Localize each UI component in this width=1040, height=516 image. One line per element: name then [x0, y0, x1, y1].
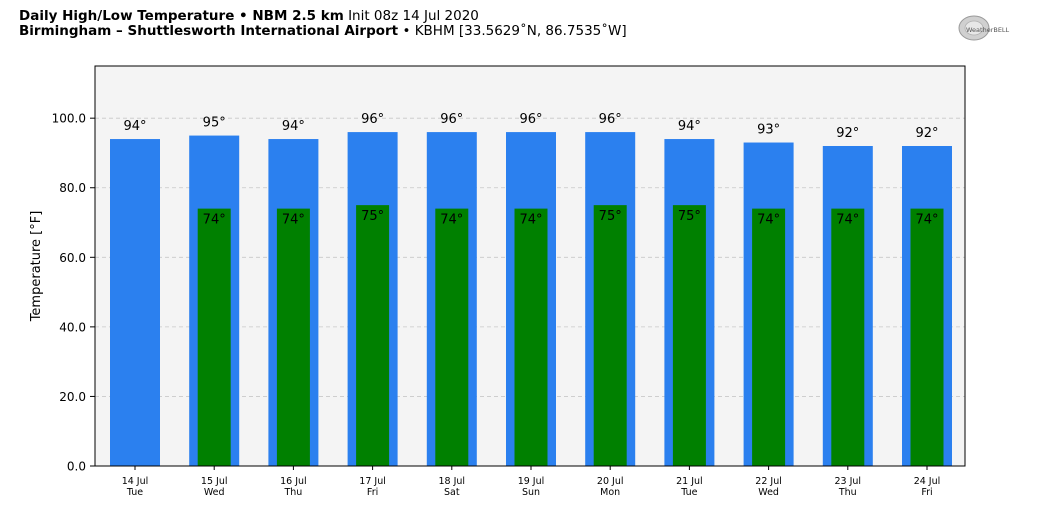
- low-label: 74°: [836, 213, 859, 228]
- x-tick-date: 17 Jul: [359, 476, 386, 487]
- high-label: 96°: [361, 112, 384, 127]
- high-label: 94°: [123, 119, 146, 134]
- low-bar: [752, 208, 786, 466]
- low-label: 75°: [599, 209, 622, 224]
- high-label: 92°: [915, 126, 938, 141]
- low-bar: [514, 208, 548, 466]
- weatherbell-logo-icon: WeatherBELL: [958, 15, 1010, 41]
- high-bar: [110, 139, 160, 467]
- low-labels: 74° 74° 75° 74° 74° 75° 75° 74° 74° 74°: [203, 209, 939, 227]
- chart-title-init: Init 08z 14 Jul 2020: [348, 8, 479, 24]
- chart-subtitle-bold: Birmingham – Shuttlesworth International…: [19, 23, 399, 39]
- y-tick-label: 100.0: [52, 112, 86, 126]
- low-bars: [197, 205, 944, 466]
- x-tick-day: Thu: [838, 487, 857, 498]
- y-axis-label: Temperature [°F]: [29, 211, 44, 323]
- y-tick-label: 20.0: [59, 390, 86, 404]
- x-tick-date: 14 Jul: [122, 476, 149, 487]
- low-label: 75°: [678, 209, 701, 224]
- chart-subtitle-location: • KBHM [33.5629˚N, 86.7535˚W]: [402, 23, 627, 39]
- high-label: 96°: [440, 112, 463, 127]
- y-tick-label: 0.0: [67, 460, 86, 474]
- y-tick-label: 80.0: [59, 181, 86, 195]
- low-label: 74°: [282, 213, 305, 228]
- x-tick-day: Thu: [283, 487, 302, 498]
- high-label: 96°: [599, 112, 622, 127]
- x-tick-date: 21 Jul: [676, 476, 703, 487]
- high-labels: 94° 95° 94° 96° 96° 96° 96° 94° 93° 92° 92°: [123, 112, 938, 141]
- logo-text: WeatherBELL: [966, 26, 1010, 34]
- low-bar: [593, 205, 627, 466]
- y-tick-label: 40.0: [59, 320, 86, 334]
- x-tick-day: Wed: [204, 487, 225, 498]
- low-bar: [435, 208, 469, 466]
- low-bar: [672, 205, 706, 466]
- x-tick-day: Tue: [126, 487, 143, 498]
- x-tick-day: Fri: [367, 487, 378, 498]
- high-label: 93°: [757, 123, 780, 138]
- chart-subtitle: Birmingham – Shuttlesworth International…: [19, 24, 627, 39]
- x-tick-day: Wed: [758, 487, 779, 498]
- low-bar: [831, 208, 865, 466]
- x-tick-date: 16 Jul: [280, 476, 307, 487]
- high-label: 96°: [519, 112, 542, 127]
- low-bar: [197, 208, 231, 466]
- high-label: 94°: [678, 119, 701, 134]
- low-label: 74°: [440, 213, 463, 228]
- x-tick-date: 18 Jul: [439, 476, 466, 487]
- title-block: Daily High/Low Temperature • NBM 2.5 km …: [19, 9, 627, 39]
- low-label: 74°: [519, 213, 542, 228]
- high-label: 92°: [836, 126, 859, 141]
- x-tick-date: 15 Jul: [201, 476, 228, 487]
- x-tick-date: 24 Jul: [914, 476, 941, 487]
- y-axis: 0.0 20.0 40.0 60.0 80.0 100.0: [52, 112, 95, 474]
- plot-frame: [94, 65, 966, 467]
- low-label: 75°: [361, 209, 384, 224]
- low-label: 74°: [203, 213, 226, 228]
- x-tick-date: 23 Jul: [835, 476, 862, 487]
- high-label: 94°: [282, 119, 305, 134]
- low-label: 74°: [757, 213, 780, 228]
- low-bar: [276, 208, 310, 466]
- low-label: 74°: [915, 213, 938, 228]
- x-tick-date: 22 Jul: [755, 476, 782, 487]
- low-bar: [910, 208, 944, 466]
- x-tick-date: 20 Jul: [597, 476, 624, 487]
- x-tick-day: Sun: [522, 487, 540, 498]
- x-tick-day: Tue: [680, 487, 697, 498]
- high-label: 95°: [203, 116, 226, 131]
- x-tick-date: 19 Jul: [518, 476, 545, 487]
- x-tick-day: Fri: [921, 487, 932, 498]
- low-bar: [356, 205, 390, 466]
- chart-title-bold: Daily High/Low Temperature • NBM 2.5 km: [19, 8, 344, 24]
- x-tick-day: Sat: [444, 487, 460, 498]
- chart-title: Daily High/Low Temperature • NBM 2.5 km …: [19, 9, 627, 24]
- y-tick-label: 60.0: [59, 251, 86, 265]
- x-tick-day: Mon: [600, 487, 620, 498]
